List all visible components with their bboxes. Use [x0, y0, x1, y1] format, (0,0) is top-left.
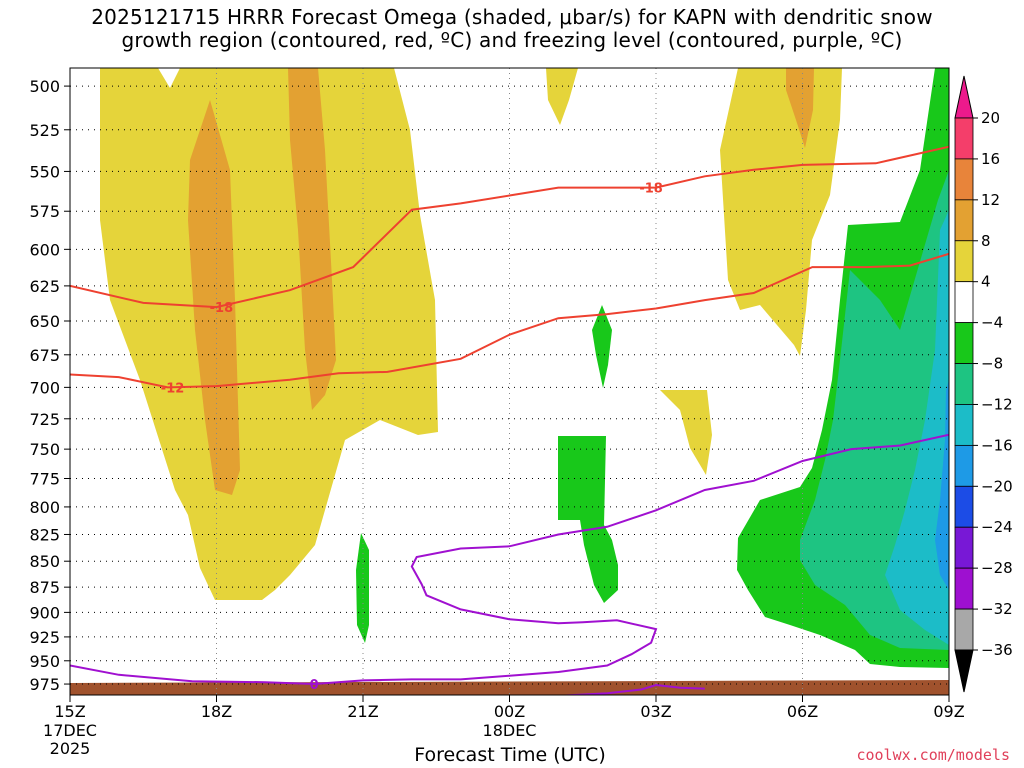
x-tick-date-label: 18DEC — [483, 721, 537, 740]
colorbar-segment — [954, 322, 974, 364]
colorbar-segment — [954, 608, 974, 651]
title-line-2: growth region (contoured, red, ºC) and f… — [121, 28, 903, 52]
x-tick-label: 00Z — [494, 702, 525, 721]
colorbar-segment — [954, 444, 974, 487]
colorbar-segment — [954, 567, 974, 610]
y-tick-label: 875 — [29, 578, 60, 597]
colorbar: 20 16 12 8 4 −4 −8 −12 −16 −20 −24 −28 −32 −36 — [954, 75, 1013, 693]
contour-label: -12 — [161, 381, 185, 396]
y-tick-label: 725 — [29, 410, 60, 429]
y-tick-label: 950 — [29, 652, 60, 671]
contour-line-2 — [70, 433, 949, 686]
contour-label: -18 — [639, 182, 663, 197]
omega-4-region-right — [720, 68, 842, 356]
omega-8-region-2 — [288, 68, 336, 410]
y-axis: 500 525 550 575 600 625 650 675 700 725 750 775 800 8… — [29, 77, 70, 694]
colorbar-label: 20 — [981, 109, 1000, 127]
y-tick-label: 975 — [29, 675, 60, 694]
colorbar-label: 8 — [981, 232, 991, 250]
y-tick-label: 675 — [29, 346, 60, 365]
omega-4-region-small — [660, 390, 712, 475]
colorbar-segment — [954, 158, 974, 201]
contour-label: -18 — [210, 301, 234, 316]
x-tick-label: 15Z — [54, 702, 85, 721]
colorbar-segment — [954, 199, 974, 242]
title-line-1: 2025121715 HRRR Forecast Omega (shaded, … — [91, 5, 933, 29]
colorbar-label: −28 — [981, 559, 1013, 577]
colorbar-segment — [954, 526, 974, 569]
contour-line-0 — [70, 145, 949, 309]
y-tick-label: 850 — [29, 552, 60, 571]
y-tick-label: 650 — [29, 312, 60, 331]
colorbar-bottom-arrow — [954, 649, 974, 693]
x-tick-label: 18Z — [201, 702, 232, 721]
y-tick-label: 625 — [29, 277, 60, 296]
y-tick-label: 550 — [29, 162, 60, 181]
colorbar-label: −8 — [981, 355, 1003, 373]
omega-neg12-region — [885, 210, 949, 645]
y-tick-label: 500 — [29, 77, 60, 96]
x-tick-date-label: 2025 — [50, 739, 91, 758]
omega-4-region-top — [546, 68, 578, 125]
colorbar-segment — [954, 404, 974, 446]
colorbar-label: −36 — [981, 641, 1013, 659]
omega-neg4-region-2 — [558, 436, 618, 603]
contour-label: 0 — [310, 678, 319, 693]
colorbar-label: 4 — [981, 273, 991, 291]
colorbar-label: 16 — [981, 150, 1000, 168]
omega-8-region-1 — [188, 100, 240, 495]
colorbar-label: −24 — [981, 518, 1013, 536]
contour-line-3 — [555, 683, 705, 695]
contour-lines — [70, 145, 949, 695]
y-tick-label: 900 — [29, 603, 60, 622]
omega-8-region-3 — [786, 68, 814, 148]
colorbar-label: −4 — [981, 314, 1003, 332]
y-tick-label: 700 — [29, 378, 60, 397]
y-tick-label: 525 — [29, 121, 60, 140]
omega-neg4-region-1 — [592, 305, 612, 388]
grid-lines — [70, 68, 949, 695]
x-tick-label: 03Z — [640, 702, 671, 721]
colorbar-label: −16 — [981, 436, 1013, 454]
x-tick-label: 09Z — [933, 702, 964, 721]
colorbar-label: 12 — [981, 191, 1000, 209]
x-tick-label: 21Z — [347, 702, 378, 721]
site-credit: coolwx.com/models — [856, 746, 1010, 764]
y-tick-label: 575 — [29, 202, 60, 221]
y-tick-label: 825 — [29, 525, 60, 544]
colorbar-segment — [954, 281, 974, 324]
colorbar-label: −32 — [981, 600, 1013, 618]
x-tick-date-label: 17DEC — [43, 721, 97, 740]
colorbar-label: −12 — [981, 395, 1013, 413]
contour-labels: -18 -18 -12 0 — [161, 182, 663, 693]
colorbar-top-arrow — [954, 75, 974, 119]
y-tick-label: 800 — [29, 498, 60, 517]
y-tick-label: 750 — [29, 440, 60, 459]
colorbar-segment — [954, 240, 974, 283]
colorbar-segment — [954, 485, 974, 528]
x-tick-label: 06Z — [787, 702, 818, 721]
colorbar-segment — [954, 363, 974, 405]
omega-4-region-left — [100, 68, 438, 600]
chart-title: 2025121715 HRRR Forecast Omega (shaded, … — [0, 6, 1024, 52]
y-tick-label: 600 — [29, 240, 60, 259]
omega-neg16-region — [935, 380, 949, 590]
colorbar-label: −20 — [981, 477, 1013, 495]
x-axis-label: Forecast Time (UTC) — [414, 744, 606, 766]
y-tick-label: 925 — [29, 628, 60, 647]
colorbar-segment — [954, 117, 974, 160]
y-tick-label: 775 — [29, 469, 60, 488]
contour-line-1 — [70, 252, 949, 389]
